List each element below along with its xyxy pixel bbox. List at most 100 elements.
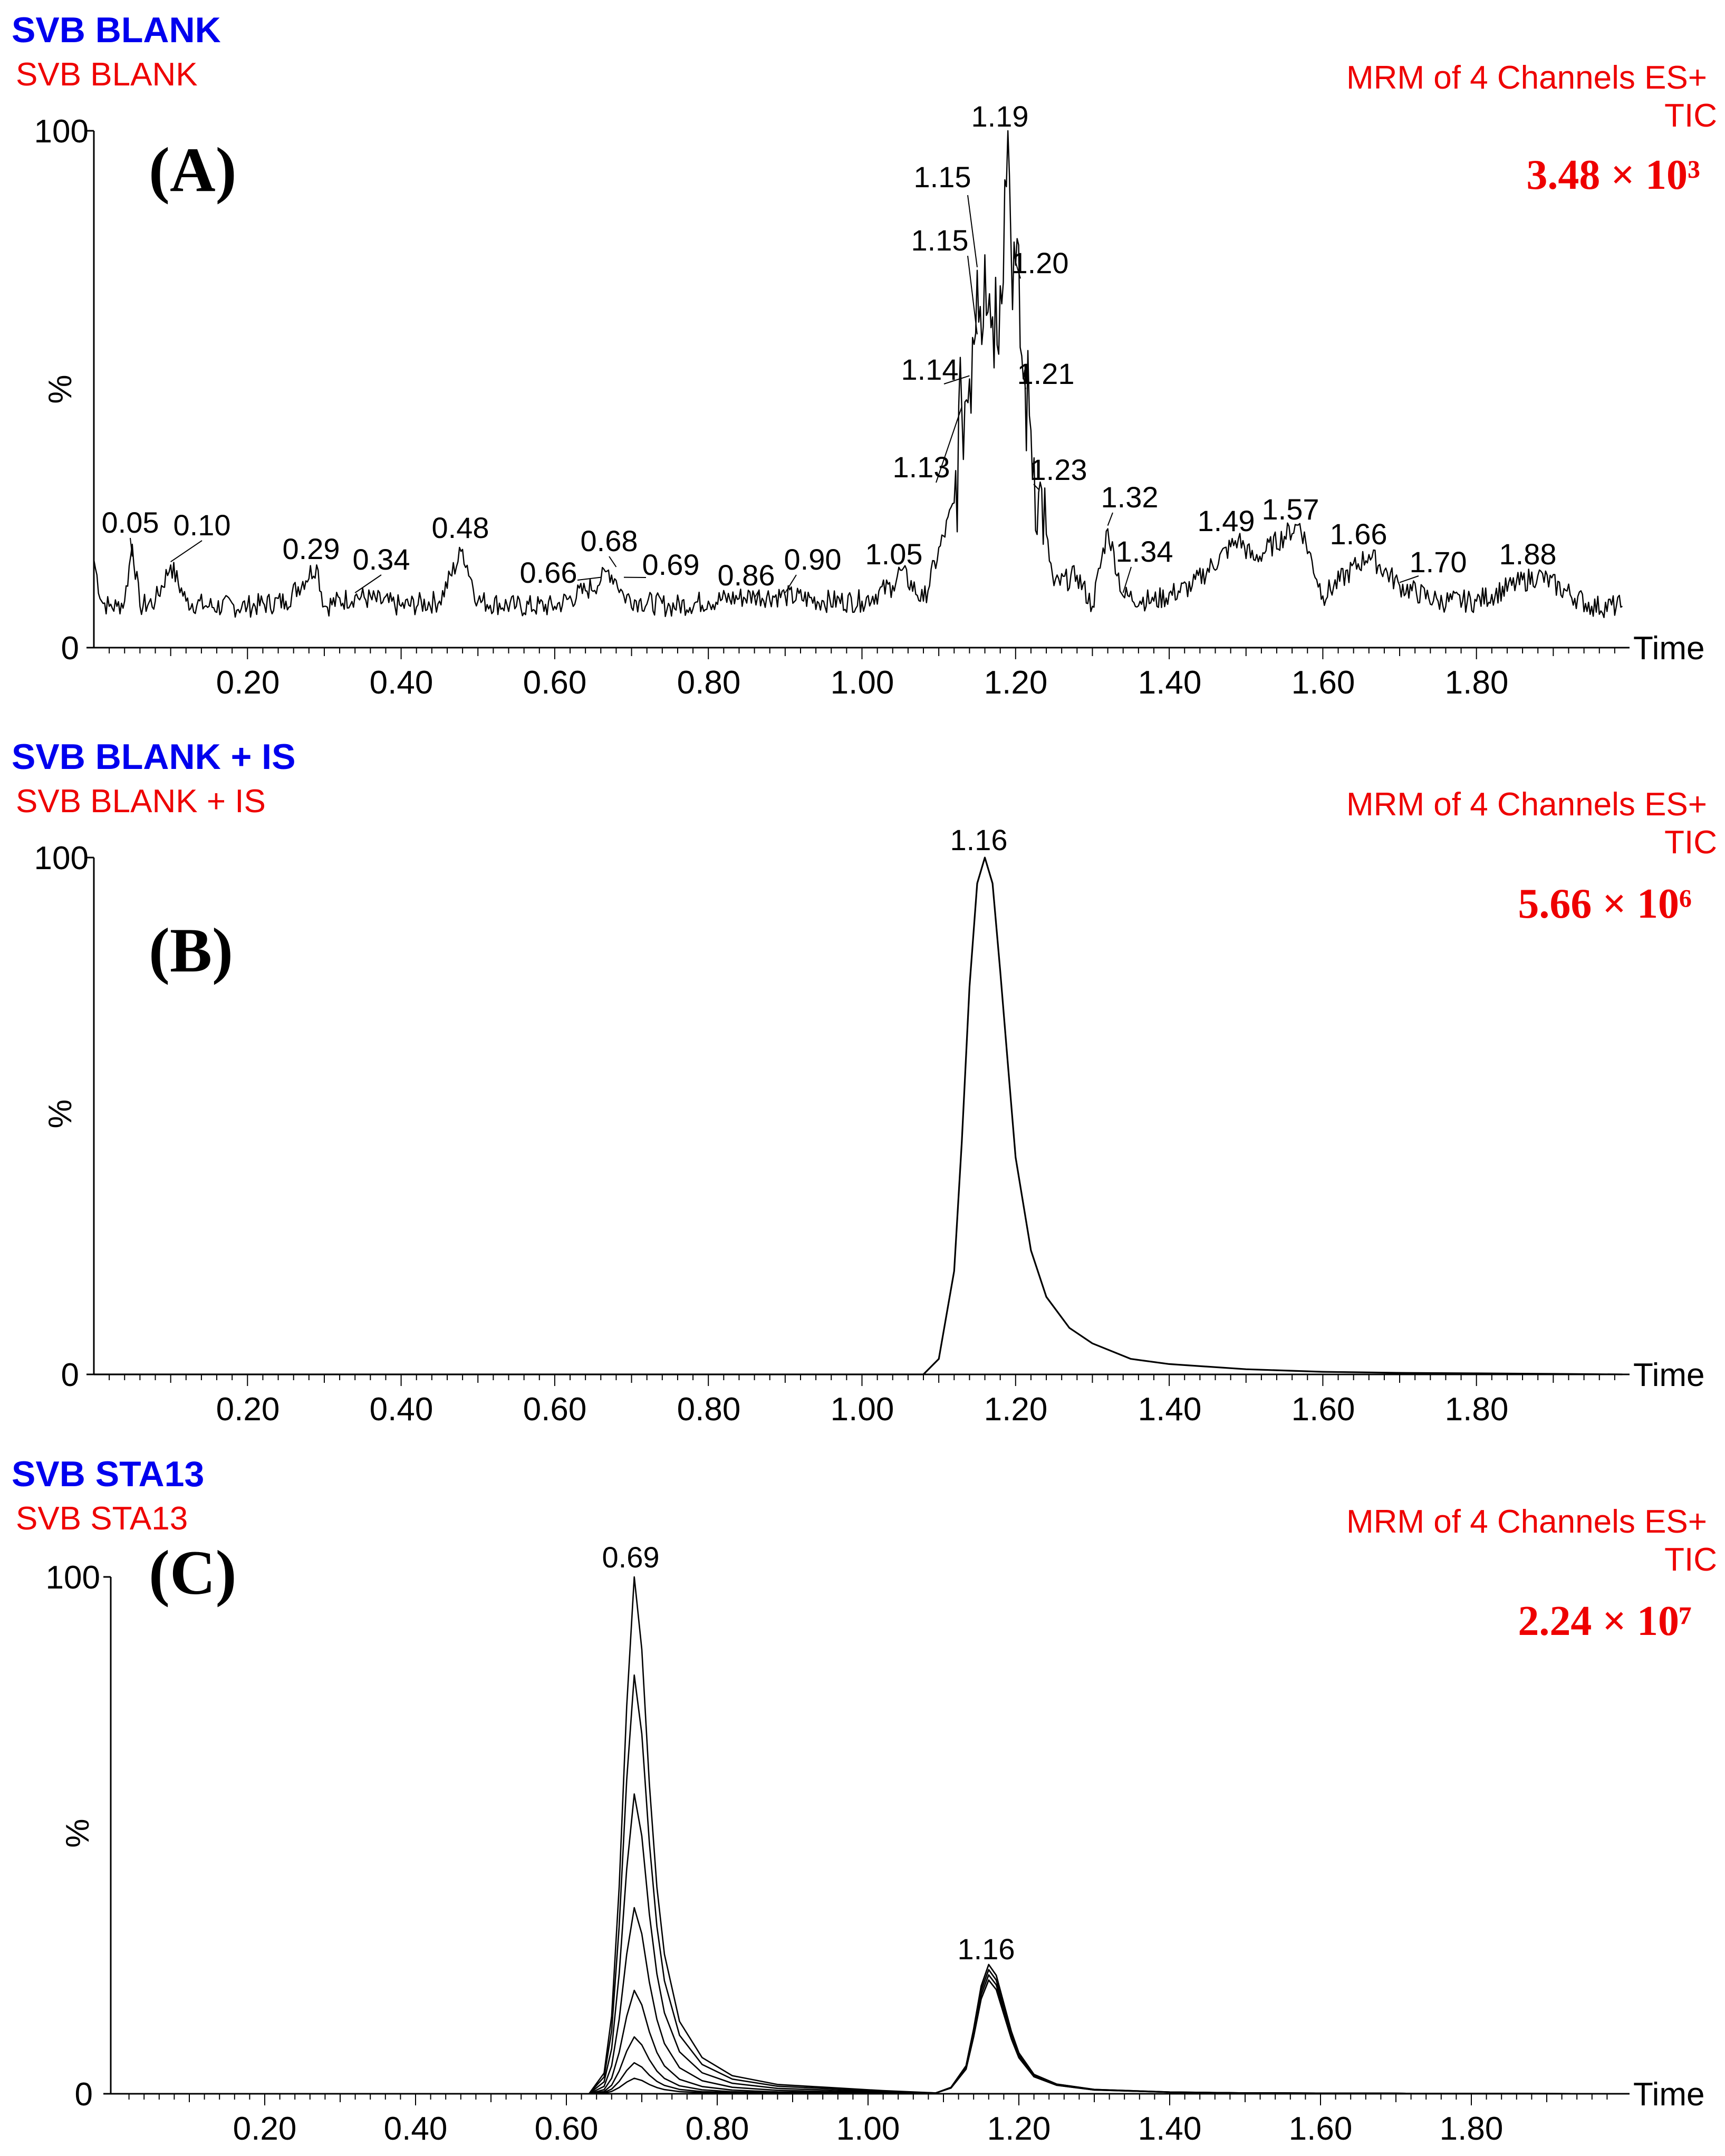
peak-label-leader xyxy=(967,255,978,335)
panel-c-ytick-100: 100 xyxy=(46,1560,100,1596)
peak-label-leader xyxy=(967,195,978,267)
peak-label: 0.29 xyxy=(283,532,340,565)
panel-c-xtick-label: 1.60 xyxy=(1289,2111,1353,2147)
panel-a-xtick-labels: 0.20 0.40 0.60 0.80 1.00 1.20 1.40 1.60 … xyxy=(216,665,1509,701)
panel-b-ytick-100: 100 xyxy=(34,840,89,877)
peak-label: 0.69 xyxy=(602,1541,660,1574)
peak-label: 1.21 xyxy=(1017,357,1075,390)
panel-a-xtick-label: 0.80 xyxy=(677,665,741,701)
panel-b-ytick-0: 0 xyxy=(61,1357,79,1393)
peak-label-leader xyxy=(130,537,133,557)
panel-c-xtick-label: 1.80 xyxy=(1440,2111,1504,2147)
peak-label: 0.69 xyxy=(642,548,700,581)
panel-c-xtick-labels: 0.20 0.40 0.60 0.80 1.00 1.20 1.40 1.60 … xyxy=(233,2111,1504,2147)
panel-a-intensity-label: 3.48 × 10³ xyxy=(1526,152,1700,198)
panel-b-xtick-label: 1.80 xyxy=(1445,1391,1509,1428)
peak-label: 1.05 xyxy=(865,537,923,571)
panel-a-xtick-label: 1.60 xyxy=(1292,665,1355,701)
panel-c-xtick-label: 0.40 xyxy=(384,2111,448,2147)
panel-a-xtick-label: 1.20 xyxy=(984,665,1048,701)
panel-b-ylabel: % xyxy=(42,1099,79,1128)
peak-label-leader xyxy=(1023,376,1026,390)
panel-b-letter: (B) xyxy=(149,915,233,985)
panel-c-xtick-label: 0.20 xyxy=(233,2111,297,2147)
panel-c-channel-label: MRM of 4 Channels ES+ xyxy=(1346,1504,1707,1540)
panel-b: SVB BLANK + IS SVB BLANK + IS MRM of 4 C… xyxy=(12,737,1717,1428)
tic-trace-b xyxy=(94,856,1623,1375)
panel-b-intensity-label: 5.66 × 10⁶ xyxy=(1518,881,1692,927)
peak-label-leader xyxy=(1015,262,1021,279)
peak-label: 0.05 xyxy=(102,506,159,539)
panel-b-xtick-label: 0.60 xyxy=(523,1391,587,1428)
panel-c-xtick-label: 1.20 xyxy=(987,2111,1051,2147)
panel-b-xtick-label: 0.80 xyxy=(677,1391,741,1428)
panel-b-xlabel: Time xyxy=(1633,1357,1704,1393)
peak-label: 1.23 xyxy=(1030,453,1087,486)
tic-trace-a xyxy=(93,130,1623,619)
peak-label-leader xyxy=(754,589,760,599)
peak-label-leader xyxy=(354,574,382,593)
panel-a-ytick-0: 0 xyxy=(61,630,79,667)
peak-label: 1.66 xyxy=(1330,517,1387,551)
peak-label-leader xyxy=(1107,512,1113,526)
peak-label: 1.88 xyxy=(1499,537,1557,571)
peak-label-leader xyxy=(1122,566,1132,593)
panel-b-xtick-label: 1.00 xyxy=(831,1391,894,1428)
peak-label: 1.32 xyxy=(1101,480,1159,514)
panel-a-ylabel: % xyxy=(42,374,79,403)
peak-label-leader xyxy=(936,406,962,483)
panel-b-subtitle: SVB BLANK + IS xyxy=(16,783,266,820)
panel-a-xtick-label: 0.20 xyxy=(216,665,280,701)
panel-b-xtick-label: 1.40 xyxy=(1138,1391,1202,1428)
panel-c-xtick-label: 1.00 xyxy=(836,2111,900,2147)
panel-c: SVB STA13 SVB STA13 MRM of 4 Channels ES… xyxy=(12,1454,1717,2147)
peak-label-leader xyxy=(577,576,601,581)
peak-label: 0.10 xyxy=(174,508,231,542)
peak-label: 0.68 xyxy=(581,524,638,557)
panel-c-letter: (C) xyxy=(149,1537,237,1608)
panel-a-xlabel: Time xyxy=(1633,630,1704,667)
peak-label: 0.34 xyxy=(353,543,410,576)
tic-trace-c-8 xyxy=(114,1979,1615,2095)
panel-b-xtick-label: 1.60 xyxy=(1292,1391,1355,1428)
panel-c-ylabel: % xyxy=(60,1818,96,1847)
peak-label-leader xyxy=(785,574,797,593)
peak-label: 1.19 xyxy=(971,100,1029,133)
panel-a-title: SVB BLANK xyxy=(12,10,221,50)
panel-c-subtitle: SVB STA13 xyxy=(16,1500,188,1537)
panel-b-xtick-label: 0.40 xyxy=(370,1391,433,1428)
panel-c-xlabel: Time xyxy=(1633,2076,1704,2113)
peak-label: 1.15 xyxy=(914,160,971,194)
panel-a-xtick-label: 1.40 xyxy=(1138,665,1202,701)
panel-a-channel-label: MRM of 4 Channels ES+ xyxy=(1346,60,1707,96)
peak-label: 1.13 xyxy=(893,450,950,484)
panel-a-peak-labels: 0.05 0.10 0.29 0.34 0.48 0.66 0.68 0.69 … xyxy=(102,100,1557,592)
peak-label: 1.34 xyxy=(1116,535,1173,568)
panel-b-channel-label: MRM of 4 Channels ES+ xyxy=(1346,786,1707,823)
panel-a-ytick-100: 100 xyxy=(34,113,89,150)
peak-label: 1.16 xyxy=(958,1932,1015,1966)
plot-layer xyxy=(86,130,1630,2105)
panel-a-subtitle: SVB BLANK xyxy=(16,56,198,93)
panel-b-title: SVB BLANK + IS xyxy=(12,737,295,777)
panel-c-mode-label: TIC xyxy=(1664,1542,1717,1578)
peak-label-leader xyxy=(170,540,203,563)
peak-label-leader xyxy=(1033,484,1039,490)
panel-a-mode-label: TIC xyxy=(1664,98,1717,134)
panel-b-xtick-label: 0.20 xyxy=(216,1391,280,1428)
panel-a-xtick-label: 1.00 xyxy=(831,665,894,701)
peak-label: 0.48 xyxy=(432,511,489,544)
panel-b-mode-label: TIC xyxy=(1664,824,1717,861)
peak-label: 1.16 xyxy=(950,823,1008,856)
panel-c-xtick-label: 1.40 xyxy=(1138,2111,1202,2147)
panel-c-ytick-0: 0 xyxy=(75,2076,93,2113)
panel-a-letter: (A) xyxy=(149,134,237,205)
peak-label: 0.66 xyxy=(520,556,577,589)
panel-c-xtick-label: 0.60 xyxy=(535,2111,599,2147)
peak-label-leader xyxy=(1399,575,1419,583)
panel-b-xtick-labels: 0.20 0.40 0.60 0.80 1.00 1.20 1.40 1.60 … xyxy=(216,1391,1509,1428)
panel-b-xtick-label: 1.20 xyxy=(984,1391,1048,1428)
peak-label-leader xyxy=(943,375,970,384)
panel-a-xtick-label: 0.60 xyxy=(523,665,587,701)
